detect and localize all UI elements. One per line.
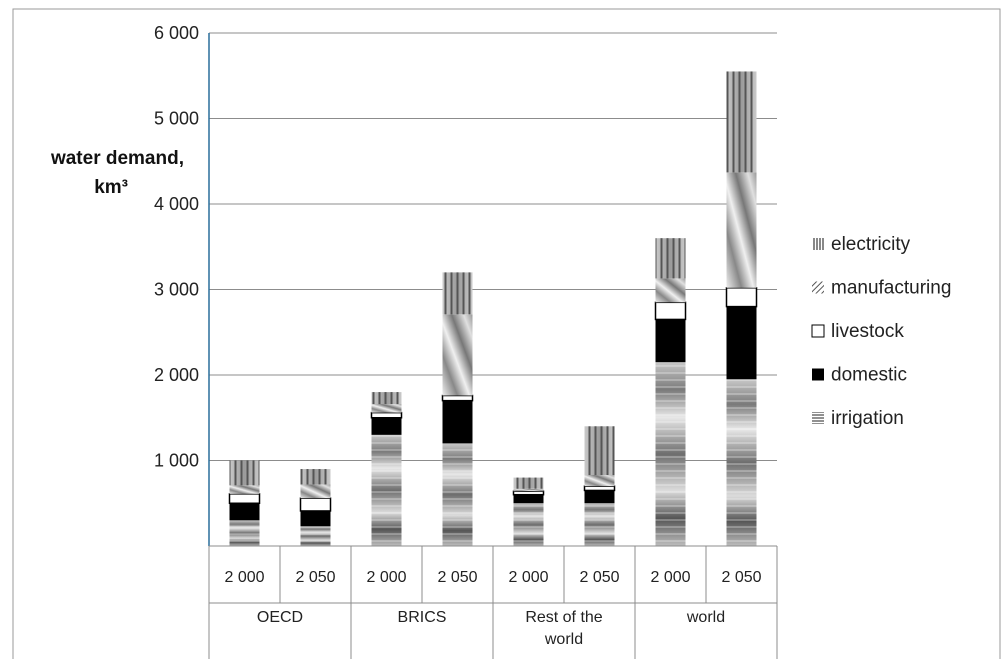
x-tick-label: 2 000 [650,569,690,586]
bar-segment-electricity [655,238,686,279]
group-label: OECD [257,609,303,626]
x-tick-label: 2 000 [366,569,406,586]
bar-segment-electricity [229,460,260,486]
y-axis-label-line1: water demand, [50,148,184,169]
bar-segment-manufacturing [513,488,544,492]
y-tick-label: 4 000 [154,194,199,214]
bar-segment-irrigation [513,503,544,546]
bar-segment-livestock [654,301,687,321]
bar-segment-manufacturing [726,172,757,288]
bar-segment-manufacturing [300,484,331,499]
bars [228,71,758,546]
legend-label: livestock [831,321,904,342]
bar-segment-manufacturing [655,278,686,303]
chart-border [12,8,1001,664]
gridlines [209,32,777,461]
y-tick-label: 2 000 [154,365,199,385]
bar-segment-domestic [300,510,331,527]
bar-segment-domestic [584,490,615,504]
legend: electricity manufacturing livestock domesti… [811,234,951,429]
bar-segment-manufacturing [371,404,402,413]
bar-segment-manufacturing [442,314,473,396]
x-tick-label: 2 000 [508,569,548,586]
legend-item-domestic: domestic [812,365,907,386]
bar-segment-livestock [583,485,616,492]
legend-swatch [812,238,824,250]
bar-segment-electricity [513,477,544,489]
legend-label: domestic [831,365,907,386]
x-tick-label: 2 050 [295,569,335,586]
legend-swatch [812,281,824,294]
bar-segment-manufacturing [229,485,260,494]
legend-swatch [812,412,824,424]
group-label: BRICS [398,609,447,626]
bar-segment-livestock [441,394,474,402]
bar-segment-livestock [299,497,332,512]
bar-segment-irrigation [655,362,686,546]
x-tick-label: 2 050 [721,569,761,586]
bar-segment-irrigation [371,434,402,546]
bar-segment-electricity [300,469,331,485]
bar-segment-domestic [726,306,757,380]
bar-segment-domestic [442,400,473,444]
x-tick-label: 2 050 [579,569,619,586]
bar-segment-domestic [229,503,260,521]
bar-segment-irrigation [726,379,757,546]
legend-item-livestock: livestock [811,321,904,342]
y-tick-label: 3 000 [154,280,199,300]
legend-label: irrigation [831,408,904,429]
legend-item-manufacturing: manufacturing [812,278,951,299]
y-tick-label: 6 000 [154,23,199,43]
y-tick-label: 5 000 [154,109,199,129]
bar-segment-irrigation [229,520,260,546]
x-tick-label: 2 000 [224,569,264,586]
legend-label: manufacturing [831,278,951,299]
y-axis-label-line2: km³ [94,177,128,198]
bar-segment-domestic [513,494,544,504]
legend-swatch [812,368,824,381]
legend-item-irrigation: irrigation [812,408,904,429]
bar-segment-domestic [371,417,402,435]
bar-segment-electricity [726,71,757,173]
bar-segment-irrigation [584,503,615,546]
bar-segment-manufacturing [584,475,615,487]
legend-item-electricity: electricity [812,234,911,255]
bar-segment-livestock [370,411,403,419]
bar-segment-livestock [512,490,545,496]
bar-segment-electricity [584,426,615,476]
legend-label: electricity [831,234,911,255]
bar-segment-irrigation [300,526,331,546]
axes: 1 000 2 000 3 000 4 000 5 000 6 000 2 000 2 050… [154,23,778,659]
legend-swatch [811,324,825,338]
bar-segment-electricity [371,392,402,405]
bar-segment-livestock [228,493,261,505]
x-tick-label: 2 050 [437,569,477,586]
bar-segment-domestic [655,319,686,363]
group-label: world [686,609,725,626]
bar-segment-livestock [725,287,758,308]
y-tick-label: 1 000 [154,451,199,471]
bar-segment-electricity [442,272,473,315]
bar-segment-irrigation [442,443,473,546]
group-label: world [544,631,583,648]
group-label: Rest of the [525,609,602,626]
